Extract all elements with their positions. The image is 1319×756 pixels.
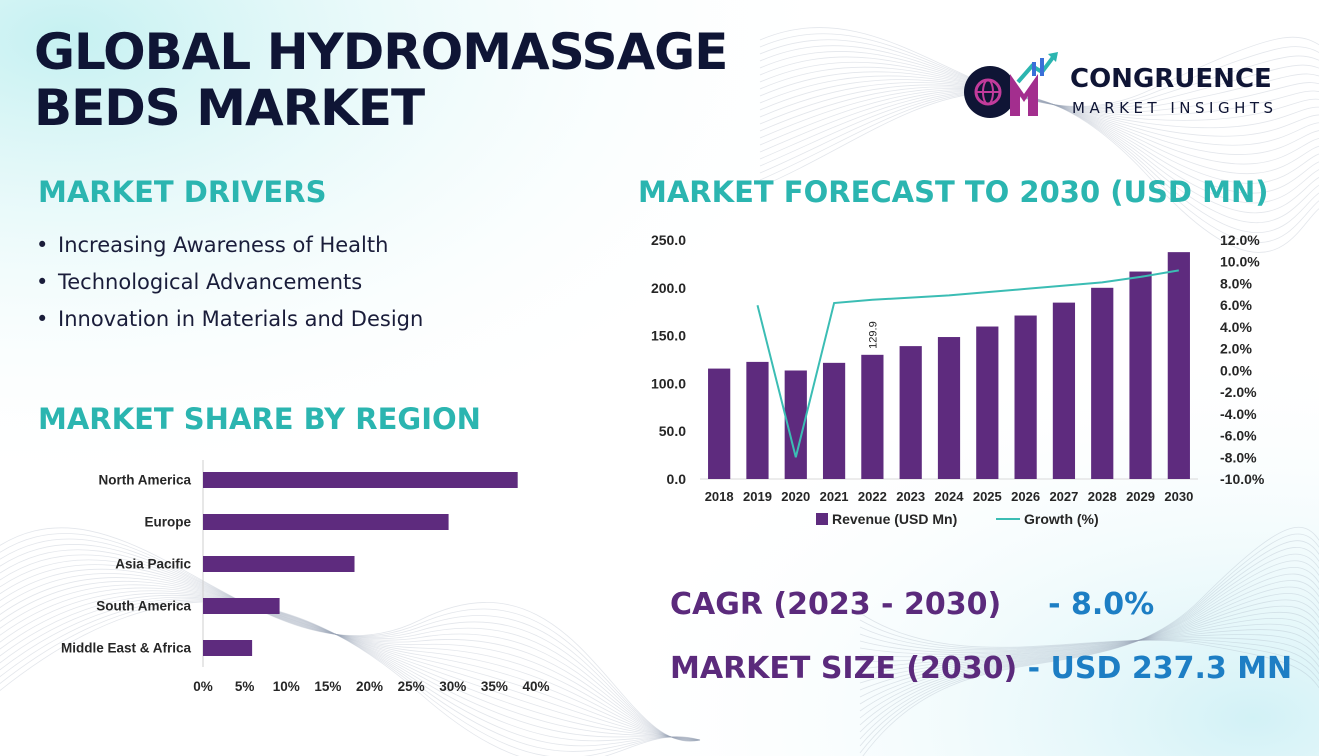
x-tick-label: 2027 <box>1049 489 1078 504</box>
x-tick-label: 2024 <box>935 489 965 504</box>
logo-arrow-icon <box>1016 54 1056 84</box>
x-tick-label: 5% <box>235 679 255 694</box>
x-tick-label: 40% <box>522 679 549 694</box>
market-size-summary: MARKET SIZE (2030) - USD 237.3 MN <box>670 651 1292 686</box>
x-tick-label: 2030 <box>1164 489 1193 504</box>
cagr-value: - 8.0% <box>1048 587 1155 622</box>
x-tick-label: 2020 <box>781 489 810 504</box>
revenue-bar <box>1014 315 1037 479</box>
brand-name: CONGRUENCE <box>1070 64 1272 94</box>
x-tick-label: 35% <box>481 679 508 694</box>
region-bar <box>203 598 280 614</box>
forecast-chart: 0.0 50.0 100.0 150.0 200.0 250.0 -10.0% -8.0% -6… <box>651 232 1265 527</box>
y2-tick-label: -2.0% <box>1220 384 1257 400</box>
y-tick-label: 150.0 <box>651 328 686 344</box>
legend-label-growth: Growth (%) <box>1024 511 1099 527</box>
region-label: Middle East & Africa <box>61 641 192 656</box>
y-tick-label: 100.0 <box>651 375 686 391</box>
region-bar <box>203 556 355 572</box>
driver-item: Increasing Awareness of Health <box>36 230 423 267</box>
market-forecast-heading: MARKET FORECAST TO 2030 (USD MN) <box>638 175 1269 209</box>
y2-tick-label: -4.0% <box>1220 406 1257 422</box>
y2-tick-label: 6.0% <box>1220 297 1252 313</box>
y2-tick-label: -6.0% <box>1220 428 1257 444</box>
revenue-bar <box>822 362 846 479</box>
legend-label-revenue: Revenue (USD Mn) <box>832 511 957 527</box>
driver-item: Technological Advancements <box>36 267 423 304</box>
page-title: GLOBAL HYDROMASSAGE BEDS MARKET <box>34 23 728 137</box>
y2-tick-label: 8.0% <box>1220 275 1252 291</box>
y-tick-label: 50.0 <box>659 423 686 439</box>
revenue-bar <box>937 337 961 479</box>
revenue-bar <box>746 361 769 479</box>
cagr-label: CAGR (2023 - 2030) <box>670 587 1002 622</box>
x-tick-label: 2018 <box>705 489 734 504</box>
x-tick-label: 20% <box>356 679 383 694</box>
revenue-bar <box>1129 271 1152 479</box>
revenue-bar <box>1167 252 1190 479</box>
legend-swatch-revenue <box>816 513 828 525</box>
cagr-summary: CAGR (2023 - 2030) - 8.0% <box>670 587 1154 622</box>
y2-tick-label: 12.0% <box>1220 232 1260 248</box>
y2-tick-label: -8.0% <box>1220 449 1257 465</box>
region-share-chart: North America Europe Asia Pacific South Ame… <box>61 460 550 694</box>
y2-tick-label: 2.0% <box>1220 341 1252 357</box>
x-tick-label: 2029 <box>1126 489 1155 504</box>
x-tick-label: 2025 <box>973 489 1002 504</box>
revenue-bar <box>1052 302 1076 479</box>
market-drivers-list: Increasing Awareness of Health Technolog… <box>36 230 423 341</box>
x-tick-label: 15% <box>314 679 341 694</box>
region-bar <box>203 514 449 530</box>
x-tick-label: 0% <box>193 679 213 694</box>
x-tick-label: 10% <box>273 679 300 694</box>
x-tick-label: 30% <box>439 679 466 694</box>
region-label: Asia Pacific <box>115 557 191 572</box>
title-line-1: GLOBAL HYDROMASSAGE <box>34 23 728 81</box>
revenue-bar <box>861 354 884 479</box>
market-share-heading: MARKET SHARE BY REGION <box>38 402 481 436</box>
y-tick-label: 0.0 <box>667 471 687 487</box>
region-bar <box>203 472 518 488</box>
x-tick-label: 2023 <box>896 489 925 504</box>
y2-tick-label: 10.0% <box>1220 254 1260 270</box>
revenue-bar <box>1091 287 1114 479</box>
region-label: North America <box>98 473 191 488</box>
market-drivers-heading: MARKET DRIVERS <box>38 175 327 209</box>
revenue-bar <box>708 368 731 479</box>
growth-line <box>756 269 1179 458</box>
region-label: Europe <box>144 515 191 530</box>
logo-m-icon <box>1010 74 1038 116</box>
brand-logo <box>964 52 1058 118</box>
region-bar <box>203 640 253 656</box>
y2-tick-label: 0.0% <box>1220 362 1252 378</box>
y2-tick-label: -10.0% <box>1220 471 1265 487</box>
x-tick-label: 25% <box>398 679 425 694</box>
y-tick-label: 200.0 <box>651 280 686 296</box>
title-line-2: BEDS MARKET <box>34 79 425 137</box>
revenue-bar <box>899 346 922 479</box>
market-size-value: - USD 237.3 MN <box>1027 651 1293 686</box>
y2-tick-label: 4.0% <box>1220 319 1252 335</box>
x-tick-label: 2022 <box>858 489 887 504</box>
brand-tagline: MARKET INSIGHTS <box>1072 99 1278 117</box>
x-tick-label: 2028 <box>1088 489 1117 504</box>
x-tick-label: 2026 <box>1011 489 1040 504</box>
revenue-bar <box>976 326 999 479</box>
region-label: South America <box>96 599 191 614</box>
revenue-bar <box>784 370 807 479</box>
x-tick-label: 2021 <box>820 489 849 504</box>
data-label: 129.9 <box>867 321 879 349</box>
driver-item: Innovation in Materials and Design <box>36 304 423 341</box>
market-size-label: MARKET SIZE (2030) <box>670 651 1018 686</box>
x-tick-label: 2019 <box>743 489 772 504</box>
y-tick-label: 250.0 <box>651 232 686 248</box>
